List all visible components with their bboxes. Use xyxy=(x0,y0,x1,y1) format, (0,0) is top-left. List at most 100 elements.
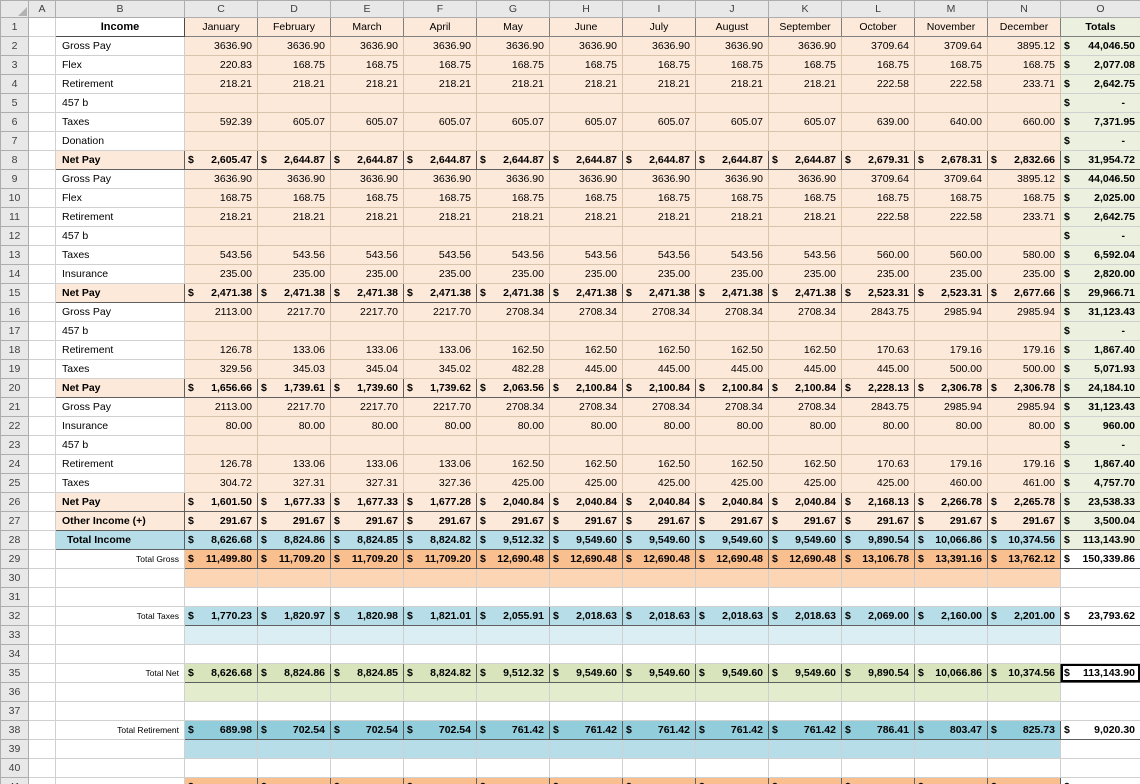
cell-N40[interactable] xyxy=(987,758,1061,778)
cell-O36[interactable] xyxy=(1060,682,1140,702)
cell-J24[interactable]: 162.50 xyxy=(695,454,769,474)
cell-C9[interactable]: 3636.90 xyxy=(184,169,258,189)
cell-C32[interactable]: $1,770.23 xyxy=(184,606,258,626)
row-header-12[interactable]: 12 xyxy=(0,226,29,246)
cell-O12[interactable]: $ - xyxy=(1060,226,1140,246)
cell-O21[interactable]: $31,123.43 xyxy=(1060,397,1140,417)
cell-J18[interactable]: 162.50 xyxy=(695,340,769,360)
cell-K14[interactable]: 235.00 xyxy=(768,264,842,284)
cell-C24[interactable]: 126.78 xyxy=(184,454,258,474)
cell-E40[interactable] xyxy=(330,758,404,778)
cell-K10[interactable]: 168.75 xyxy=(768,188,842,208)
col-header-O[interactable]: O xyxy=(1060,0,1140,18)
cell-O7[interactable]: $ - xyxy=(1060,131,1140,151)
cell-M6[interactable]: 640.00 xyxy=(914,112,988,132)
cell-H22[interactable]: 80.00 xyxy=(549,416,623,436)
cell-K34[interactable] xyxy=(768,644,842,664)
cell-K16[interactable]: 2708.34 xyxy=(768,302,842,322)
cell-E12[interactable] xyxy=(330,226,404,246)
cell-M38[interactable]: $803.47 xyxy=(914,720,988,740)
cell-N27[interactable]: $291.67 xyxy=(987,511,1061,531)
cell-B12[interactable]: 457 b xyxy=(55,226,185,246)
cell-C23[interactable] xyxy=(184,435,258,455)
cell-C17[interactable] xyxy=(184,321,258,341)
row-header-2[interactable]: 2 xyxy=(0,36,29,56)
cell-I24[interactable]: 162.50 xyxy=(622,454,696,474)
cell-M28[interactable]: $10,066.86 xyxy=(914,530,988,550)
cell-K11[interactable]: 218.21 xyxy=(768,207,842,227)
cell-C12[interactable] xyxy=(184,226,258,246)
cell-B34[interactable] xyxy=(55,644,185,664)
row-header-31[interactable]: 31 xyxy=(0,587,29,607)
cell-O15[interactable]: $29,966.71 xyxy=(1060,283,1140,303)
cell-B40[interactable] xyxy=(55,758,185,778)
cell-G13[interactable]: 543.56 xyxy=(476,245,550,265)
cell-L4[interactable]: 222.58 xyxy=(841,74,915,94)
cell-J6[interactable]: 605.07 xyxy=(695,112,769,132)
cell-C22[interactable]: 80.00 xyxy=(184,416,258,436)
row-header-4[interactable]: 4 xyxy=(0,74,29,94)
cell-M37[interactable] xyxy=(914,701,988,721)
col-header-J[interactable]: J xyxy=(695,0,769,18)
cell-D32[interactable]: $1,820.97 xyxy=(257,606,331,626)
cell-N8[interactable]: $2,832.66 xyxy=(987,150,1061,170)
cell-N19[interactable]: 500.00 xyxy=(987,359,1061,379)
col-header-B[interactable]: B xyxy=(55,0,185,18)
cell-H2[interactable]: 3636.90 xyxy=(549,36,623,56)
cell-E18[interactable]: 133.06 xyxy=(330,340,404,360)
cell-B14[interactable]: Insurance xyxy=(55,264,185,284)
cell-L27[interactable]: $291.67 xyxy=(841,511,915,531)
cell-G36[interactable] xyxy=(476,682,550,702)
row-header-5[interactable]: 5 xyxy=(0,93,29,113)
row-header-33[interactable]: 33 xyxy=(0,625,29,645)
cell-O23[interactable]: $ - xyxy=(1060,435,1140,455)
cell-F28[interactable]: $8,824.82 xyxy=(403,530,477,550)
row-header-39[interactable]: 39 xyxy=(0,739,29,759)
cell-O13[interactable]: $6,592.04 xyxy=(1060,245,1140,265)
cell-J28[interactable]: $9,549.60 xyxy=(695,530,769,550)
cell-K21[interactable]: 2708.34 xyxy=(768,397,842,417)
cell-M20[interactable]: $2,306.78 xyxy=(914,378,988,398)
cell-H40[interactable] xyxy=(549,758,623,778)
cell-N36[interactable] xyxy=(987,682,1061,702)
cell-N37[interactable] xyxy=(987,701,1061,721)
cell-J38[interactable]: $761.42 xyxy=(695,720,769,740)
cell-D30[interactable] xyxy=(257,568,331,588)
cell-L5[interactable] xyxy=(841,93,915,113)
cell-L39[interactable] xyxy=(841,739,915,759)
cell-D9[interactable]: 3636.90 xyxy=(257,169,331,189)
cell-O8[interactable]: $31,954.72 xyxy=(1060,150,1140,170)
cell-O24[interactable]: $1,867.40 xyxy=(1060,454,1140,474)
cell-H3[interactable]: 168.75 xyxy=(549,55,623,75)
cell-A18[interactable] xyxy=(28,340,56,360)
cell-D11[interactable]: 218.21 xyxy=(257,207,331,227)
row-header-9[interactable]: 9 xyxy=(0,169,29,189)
cell-B20[interactable]: Net Pay xyxy=(55,378,185,398)
cell-G6[interactable]: 605.07 xyxy=(476,112,550,132)
cell-O22[interactable]: $960.00 xyxy=(1060,416,1140,436)
cell-F29[interactable]: $11,709.20 xyxy=(403,549,477,569)
row-header-11[interactable]: 11 xyxy=(0,207,29,227)
cell-C16[interactable]: 2113.00 xyxy=(184,302,258,322)
cell-M41[interactable]: $- xyxy=(914,777,988,784)
cell-F27[interactable]: $291.67 xyxy=(403,511,477,531)
cell-J13[interactable]: 543.56 xyxy=(695,245,769,265)
cell-I25[interactable]: 425.00 xyxy=(622,473,696,493)
cell-E36[interactable] xyxy=(330,682,404,702)
cell-H25[interactable]: 425.00 xyxy=(549,473,623,493)
cell-A14[interactable] xyxy=(28,264,56,284)
cell-G23[interactable] xyxy=(476,435,550,455)
cell-H21[interactable]: 2708.34 xyxy=(549,397,623,417)
row-header-24[interactable]: 24 xyxy=(0,454,29,474)
cell-N26[interactable]: $2,265.78 xyxy=(987,492,1061,512)
cell-C4[interactable]: 218.21 xyxy=(184,74,258,94)
cell-O41[interactable]: $- xyxy=(1060,777,1140,784)
cell-L41[interactable]: $- xyxy=(841,777,915,784)
cell-K23[interactable] xyxy=(768,435,842,455)
cell-O32[interactable]: $23,793.62 xyxy=(1060,606,1140,626)
cell-A2[interactable] xyxy=(28,36,56,56)
cell-C14[interactable]: 235.00 xyxy=(184,264,258,284)
cell-H4[interactable]: 218.21 xyxy=(549,74,623,94)
cell-K1[interactable]: September xyxy=(768,17,842,37)
cell-A26[interactable] xyxy=(28,492,56,512)
